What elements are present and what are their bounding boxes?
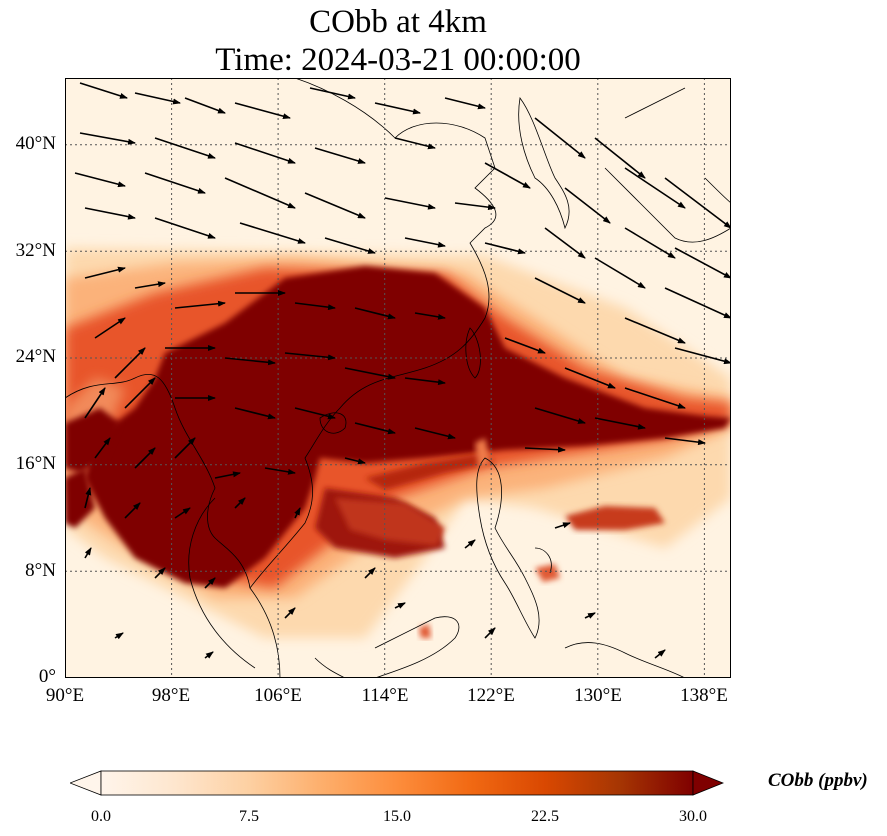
colorbar-tick-15: 15.0 xyxy=(383,808,411,825)
lon-tick-130e: 130°E xyxy=(574,685,622,706)
concentration-field xyxy=(65,248,731,638)
colorbar-tick-30: 30.0 xyxy=(679,808,707,825)
lon-tick-122e: 122°E xyxy=(467,685,515,706)
colorbar-tick-0: 0.0 xyxy=(91,808,111,825)
colorbar-label: CObb (ppbv) xyxy=(768,770,868,791)
lon-tick-138e: 138°E xyxy=(680,685,728,706)
map-panel xyxy=(65,78,731,678)
lat-tick-8n: 8°N xyxy=(25,560,56,581)
colorbar-graphic xyxy=(68,770,725,796)
lon-tick-106e: 106°E xyxy=(254,685,302,706)
plot-subtitle: Time: 2024-03-21 00:00:00 xyxy=(215,42,581,78)
map-canvas xyxy=(65,78,731,678)
colorbar-extend-max xyxy=(692,770,725,796)
lat-tick-16n: 16°N xyxy=(15,453,56,474)
plot-title: CObb at 4km xyxy=(309,4,487,40)
lon-tick-114e: 114°E xyxy=(361,685,409,706)
lon-tick-90e: 90°E xyxy=(45,685,85,706)
colorbar-tick-22-5: 22.5 xyxy=(531,808,559,825)
colorbar-extend-min xyxy=(68,770,102,796)
lat-tick-0: 0° xyxy=(38,666,56,687)
lat-tick-32n: 32°N xyxy=(15,240,56,261)
lon-tick-98e: 98°E xyxy=(151,685,191,706)
map-frame xyxy=(65,78,731,678)
lat-tick-24n: 24°N xyxy=(15,346,56,367)
colorbar xyxy=(68,770,725,796)
colorbar-tick-7-5: 7.5 xyxy=(239,808,259,825)
wind-vectors xyxy=(74,82,731,659)
colorbar-gradient xyxy=(100,770,694,796)
lat-tick-40n: 40°N xyxy=(15,133,56,154)
